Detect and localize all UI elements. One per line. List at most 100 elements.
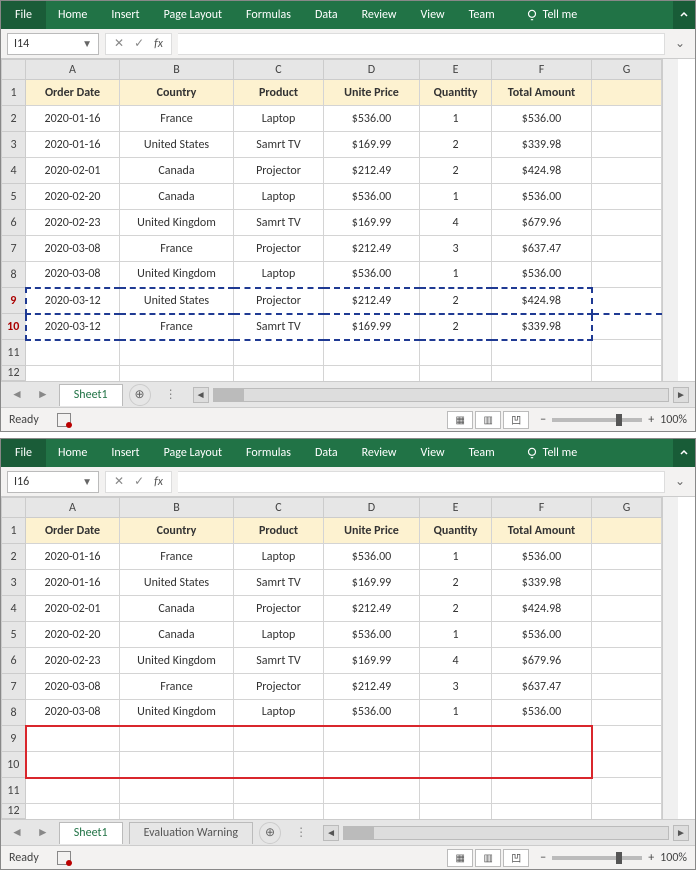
row-header[interactable]: 7 xyxy=(2,674,26,700)
cell[interactable]: Quantity xyxy=(420,518,492,544)
cell[interactable]: $212.49 xyxy=(324,288,420,314)
row-header[interactable]: 7 xyxy=(2,236,26,262)
cell[interactable]: United Kingdom xyxy=(120,210,234,236)
col-A[interactable]: A xyxy=(26,60,120,80)
tab-nav-prev-icon[interactable]: ◄ xyxy=(7,825,27,840)
row-header[interactable]: 12 xyxy=(2,804,26,819)
tab-nav-prev-icon[interactable]: ◄ xyxy=(7,387,27,402)
zoom-slider[interactable]: − + 100% xyxy=(540,413,687,427)
cell[interactable]: $679.96 xyxy=(492,648,592,674)
cell[interactable]: Projector xyxy=(234,288,324,314)
cell[interactable]: $536.00 xyxy=(492,262,592,288)
cell[interactable]: 2020-03-08 xyxy=(26,262,120,288)
check-icon[interactable]: ✓ xyxy=(134,474,144,489)
cell[interactable] xyxy=(420,752,492,778)
cell[interactable]: 1 xyxy=(420,184,492,210)
column-headers[interactable]: A B C D E F G xyxy=(2,60,662,80)
table-row[interactable]: 62020-02-23United KingdomSamrt TV$169.99… xyxy=(2,210,662,236)
col-G[interactable]: G xyxy=(592,60,662,80)
macro-record-icon[interactable] xyxy=(57,413,71,427)
table-row[interactable]: 52020-02-20CanadaLaptop$536.001$536.00 xyxy=(2,184,662,210)
cell[interactable] xyxy=(234,752,324,778)
cell[interactable]: France xyxy=(120,544,234,570)
cell[interactable] xyxy=(120,366,234,381)
cell[interactable]: 2020-03-08 xyxy=(26,700,120,726)
zoom-out-icon[interactable]: − xyxy=(540,851,546,865)
cell[interactable] xyxy=(234,804,324,819)
ribbon-tab-formulas[interactable]: Formulas xyxy=(234,1,303,29)
select-all-corner[interactable] xyxy=(2,498,26,518)
table-row[interactable]: 42020-02-01CanadaProjector$212.492$424.9… xyxy=(2,596,662,622)
ribbon-tab-review[interactable]: Review xyxy=(350,1,409,29)
cell[interactable]: $212.49 xyxy=(324,236,420,262)
ribbon-collapse-icon[interactable] xyxy=(673,1,695,29)
cell[interactable]: $637.47 xyxy=(492,674,592,700)
tab-nav-next-icon[interactable]: ► xyxy=(33,387,53,402)
row-header[interactable]: 4 xyxy=(2,158,26,184)
cell[interactable]: Projector xyxy=(234,236,324,262)
cell[interactable]: $169.99 xyxy=(324,648,420,674)
table-row[interactable]: 52020-02-20CanadaLaptop$536.001$536.00 xyxy=(2,622,662,648)
col-D[interactable]: D xyxy=(324,60,420,80)
cell[interactable]: United Kingdom xyxy=(120,648,234,674)
cell[interactable]: $536.00 xyxy=(324,700,420,726)
cell[interactable]: Samrt TV xyxy=(234,132,324,158)
sheet-table-bottom[interactable]: A B C D E F G 1 Order Date Country Produ… xyxy=(1,497,662,819)
cell[interactable]: $536.00 xyxy=(492,700,592,726)
cell[interactable]: $169.99 xyxy=(324,570,420,596)
ribbon-tab-pagelayout[interactable]: Page Layout xyxy=(152,1,234,29)
cell[interactable]: $536.00 xyxy=(324,622,420,648)
cell[interactable]: $637.47 xyxy=(492,236,592,262)
col-A[interactable]: A xyxy=(26,498,120,518)
cell[interactable] xyxy=(120,804,234,819)
cell[interactable]: $424.98 xyxy=(492,158,592,184)
cell[interactable] xyxy=(234,726,324,752)
cell[interactable]: 1 xyxy=(420,106,492,132)
cell[interactable]: 2020-03-08 xyxy=(26,674,120,700)
cell[interactable]: Laptop xyxy=(234,184,324,210)
cell[interactable]: $536.00 xyxy=(324,544,420,570)
cancel-icon[interactable]: ✕ xyxy=(114,474,124,489)
cell[interactable] xyxy=(234,340,324,366)
cell[interactable] xyxy=(26,778,120,804)
cell[interactable]: 1 xyxy=(420,622,492,648)
cell[interactable]: United States xyxy=(120,132,234,158)
cell[interactable]: United Kingdom xyxy=(120,700,234,726)
cell[interactable] xyxy=(26,804,120,819)
cell[interactable]: United States xyxy=(120,288,234,314)
row-header[interactable]: 2 xyxy=(2,106,26,132)
cell[interactable] xyxy=(492,778,592,804)
row-header[interactable]: 1 xyxy=(2,80,26,106)
cell[interactable] xyxy=(324,726,420,752)
cell[interactable]: 2020-01-16 xyxy=(26,132,120,158)
cell[interactable] xyxy=(592,570,662,596)
ribbon-tab-insert[interactable]: Insert xyxy=(99,439,151,467)
cell[interactable]: 2020-02-23 xyxy=(26,648,120,674)
expand-formula-icon[interactable]: ⌄ xyxy=(671,36,689,51)
cell[interactable]: Unite Price xyxy=(324,518,420,544)
cell[interactable]: 2 xyxy=(420,288,492,314)
cell[interactable]: 2020-02-23 xyxy=(26,210,120,236)
col-B[interactable]: B xyxy=(120,498,234,518)
row-header[interactable]: 8 xyxy=(2,262,26,288)
col-F[interactable]: F xyxy=(492,60,592,80)
tell-me[interactable]: Tell me xyxy=(513,1,590,29)
cell[interactable]: $212.49 xyxy=(324,596,420,622)
cell[interactable] xyxy=(324,778,420,804)
cell[interactable] xyxy=(420,726,492,752)
vertical-scrollbar[interactable] xyxy=(662,59,678,381)
row-header[interactable]: 10 xyxy=(2,314,26,340)
cell[interactable] xyxy=(492,752,592,778)
row-header[interactable]: 10 xyxy=(2,752,26,778)
cell[interactable]: 2020-03-12 xyxy=(26,288,120,314)
col-D[interactable]: D xyxy=(324,498,420,518)
cell[interactable]: Samrt TV xyxy=(234,314,324,340)
tab-split-handle[interactable]: ⋮ xyxy=(165,387,179,402)
cell[interactable] xyxy=(592,752,662,778)
cell[interactable]: Quantity xyxy=(420,80,492,106)
row-header[interactable]: 9 xyxy=(2,726,26,752)
cell[interactable]: Order Date xyxy=(26,80,120,106)
cell[interactable] xyxy=(324,752,420,778)
cell[interactable]: 1 xyxy=(420,262,492,288)
cell[interactable] xyxy=(26,366,120,381)
